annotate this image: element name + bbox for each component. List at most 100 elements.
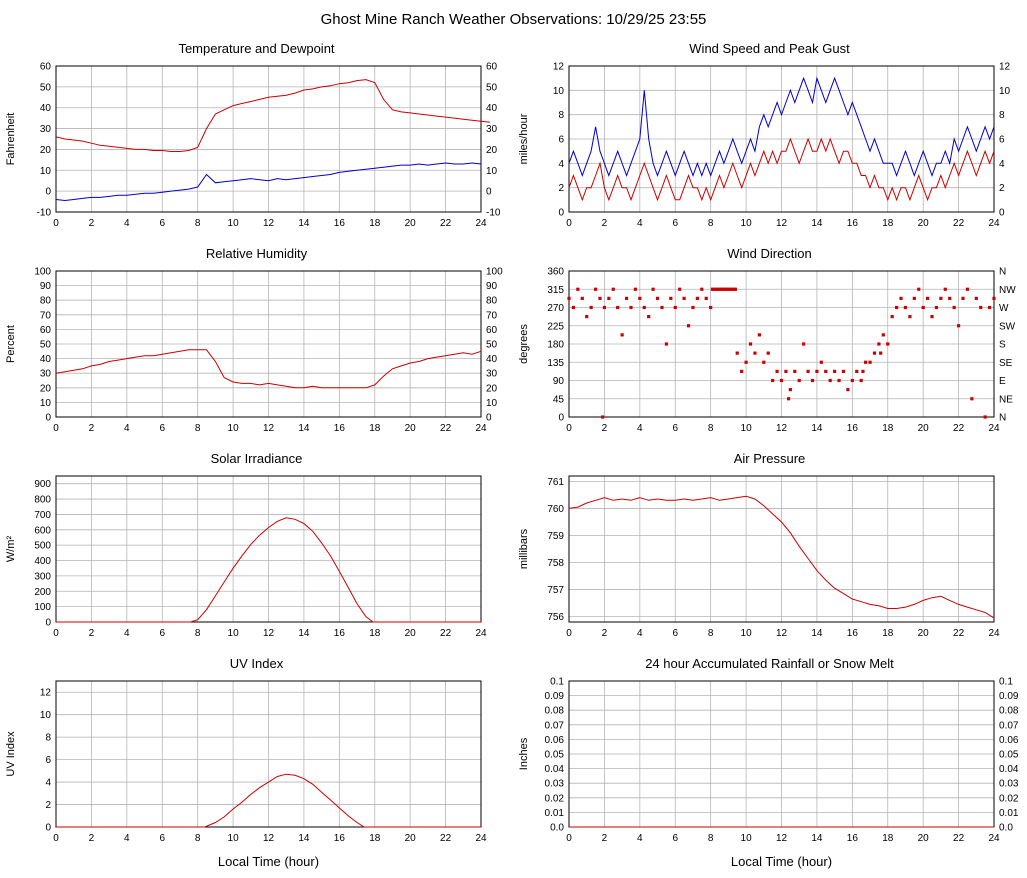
svg-text:16: 16 (847, 218, 859, 229)
svg-text:10: 10 (741, 833, 753, 844)
svg-text:18: 18 (882, 628, 894, 639)
svg-text:0.03: 0.03 (545, 779, 565, 790)
svg-text:0: 0 (566, 628, 572, 639)
svg-text:8: 8 (195, 628, 201, 639)
svg-text:16: 16 (334, 628, 346, 639)
svg-text:2: 2 (89, 628, 95, 639)
chart-pressure: Air Pressure 0 2 4 6 8 10 12 14 16 18 20 22 24 756 757 7… (513, 446, 1026, 651)
chart-wind-direction: Wind Direction 0 2 4 6 8 10 12 14 16 18 20 22 24 0 N 45 N… (513, 241, 1026, 446)
svg-text:10: 10 (40, 710, 52, 721)
svg-text:SE: SE (999, 358, 1013, 369)
svg-text:24: 24 (475, 218, 487, 229)
svg-text:6: 6 (159, 833, 165, 844)
svg-text:0.07: 0.07 (545, 720, 565, 731)
svg-text:40: 40 (486, 103, 498, 114)
svg-text:30: 30 (40, 369, 52, 380)
svg-text:0: 0 (53, 218, 59, 229)
svg-text:14: 14 (298, 833, 310, 844)
svg-text:4: 4 (124, 833, 130, 844)
svg-text:14: 14 (811, 833, 823, 844)
svg-text:40: 40 (40, 354, 52, 365)
svg-text:2: 2 (89, 423, 95, 434)
svg-text:0.09: 0.09 (999, 691, 1019, 702)
svg-text:12: 12 (263, 833, 275, 844)
svg-text:20: 20 (405, 423, 417, 434)
svg-text:2: 2 (89, 833, 95, 844)
chart-canvas-rainfall: 0 2 4 6 8 10 12 14 16 18 20 22 240.0 0.00.01 0.010.02 0… (518, 677, 1019, 845)
svg-text:18: 18 (369, 423, 381, 434)
svg-text:12: 12 (40, 688, 52, 699)
plot-frame (568, 270, 995, 418)
chart-humidity: Relative Humidity 0 2 4 6 8 10 12 14 16 18 20 22 24 0 0… (0, 241, 513, 446)
svg-text:60: 60 (40, 62, 52, 73)
svg-text:0.05: 0.05 (545, 750, 565, 761)
svg-text:500: 500 (34, 541, 51, 552)
svg-text:50: 50 (40, 82, 52, 93)
svg-text:10: 10 (228, 833, 240, 844)
series-wind-speed (568, 137, 995, 202)
svg-text:2: 2 (558, 183, 564, 194)
svg-text:8: 8 (708, 833, 714, 844)
svg-text:N: N (999, 267, 1006, 278)
svg-text:18: 18 (882, 833, 894, 844)
plot-frame (55, 270, 482, 418)
svg-text:20: 20 (918, 833, 930, 844)
svg-text:20: 20 (40, 383, 52, 394)
plot-frame (55, 65, 482, 213)
svg-text:8: 8 (195, 833, 201, 844)
svg-text:10: 10 (228, 218, 240, 229)
y-axis-label: Inches (518, 737, 530, 770)
svg-text:758: 758 (547, 558, 564, 569)
svg-text:14: 14 (298, 628, 310, 639)
svg-text:0: 0 (486, 413, 492, 424)
svg-text:90: 90 (486, 281, 498, 292)
chart-uv: UV Index 0 2 4 6 8 10 12 14 16 18 20 22 24 0 2 4 6 8 10 12 UV… (0, 651, 513, 869)
svg-text:24: 24 (988, 833, 1000, 844)
svg-text:20: 20 (486, 145, 498, 156)
svg-text:0.0: 0.0 (999, 823, 1013, 834)
chart-temperature: Temperature and Dewpoint 0 2 4 6 8 10 12 14 16 18 2… (0, 36, 513, 241)
svg-text:10: 10 (40, 398, 52, 409)
svg-text:6: 6 (159, 423, 165, 434)
series-uv-index (56, 773, 481, 828)
svg-text:16: 16 (847, 423, 859, 434)
svg-text:18: 18 (369, 218, 381, 229)
y-axis-label: Percent (5, 325, 17, 363)
svg-text:50: 50 (486, 340, 498, 351)
svg-text:10: 10 (999, 86, 1011, 97)
svg-text:40: 40 (486, 354, 498, 365)
svg-text:70: 70 (40, 310, 52, 321)
svg-text:0: 0 (53, 423, 59, 434)
svg-text:12: 12 (776, 833, 788, 844)
gridlines (568, 680, 995, 828)
svg-text:12: 12 (776, 628, 788, 639)
series-peak-gust (568, 76, 995, 177)
svg-text:300: 300 (34, 571, 51, 582)
svg-text:0.02: 0.02 (545, 793, 565, 804)
svg-text:6: 6 (45, 755, 51, 766)
page-title: Ghost Mine Ranch Weather Observations: 1… (320, 11, 707, 28)
svg-text:24: 24 (988, 218, 1000, 229)
svg-text:0: 0 (566, 833, 572, 844)
svg-text:600: 600 (34, 525, 51, 536)
svg-text:2: 2 (999, 183, 1005, 194)
svg-text:12: 12 (263, 423, 275, 434)
svg-text:8: 8 (708, 423, 714, 434)
svg-text:4: 4 (637, 218, 643, 229)
svg-text:14: 14 (298, 423, 310, 434)
svg-text:W: W (999, 303, 1009, 314)
svg-text:50: 50 (486, 82, 498, 93)
svg-text:8: 8 (195, 218, 201, 229)
svg-text:16: 16 (847, 833, 859, 844)
svg-text:0.01: 0.01 (545, 808, 565, 819)
series-solar-irradiance (56, 517, 481, 623)
svg-text:NE: NE (999, 394, 1013, 405)
chart-rainfall: 24 hour Accumulated Rainfall or Snow Mel… (513, 651, 1026, 869)
gridlines (568, 476, 995, 622)
svg-text:6: 6 (672, 218, 678, 229)
svg-text:2: 2 (602, 423, 608, 434)
svg-text:4: 4 (124, 218, 130, 229)
svg-text:16: 16 (847, 628, 859, 639)
svg-text:20: 20 (486, 383, 498, 394)
